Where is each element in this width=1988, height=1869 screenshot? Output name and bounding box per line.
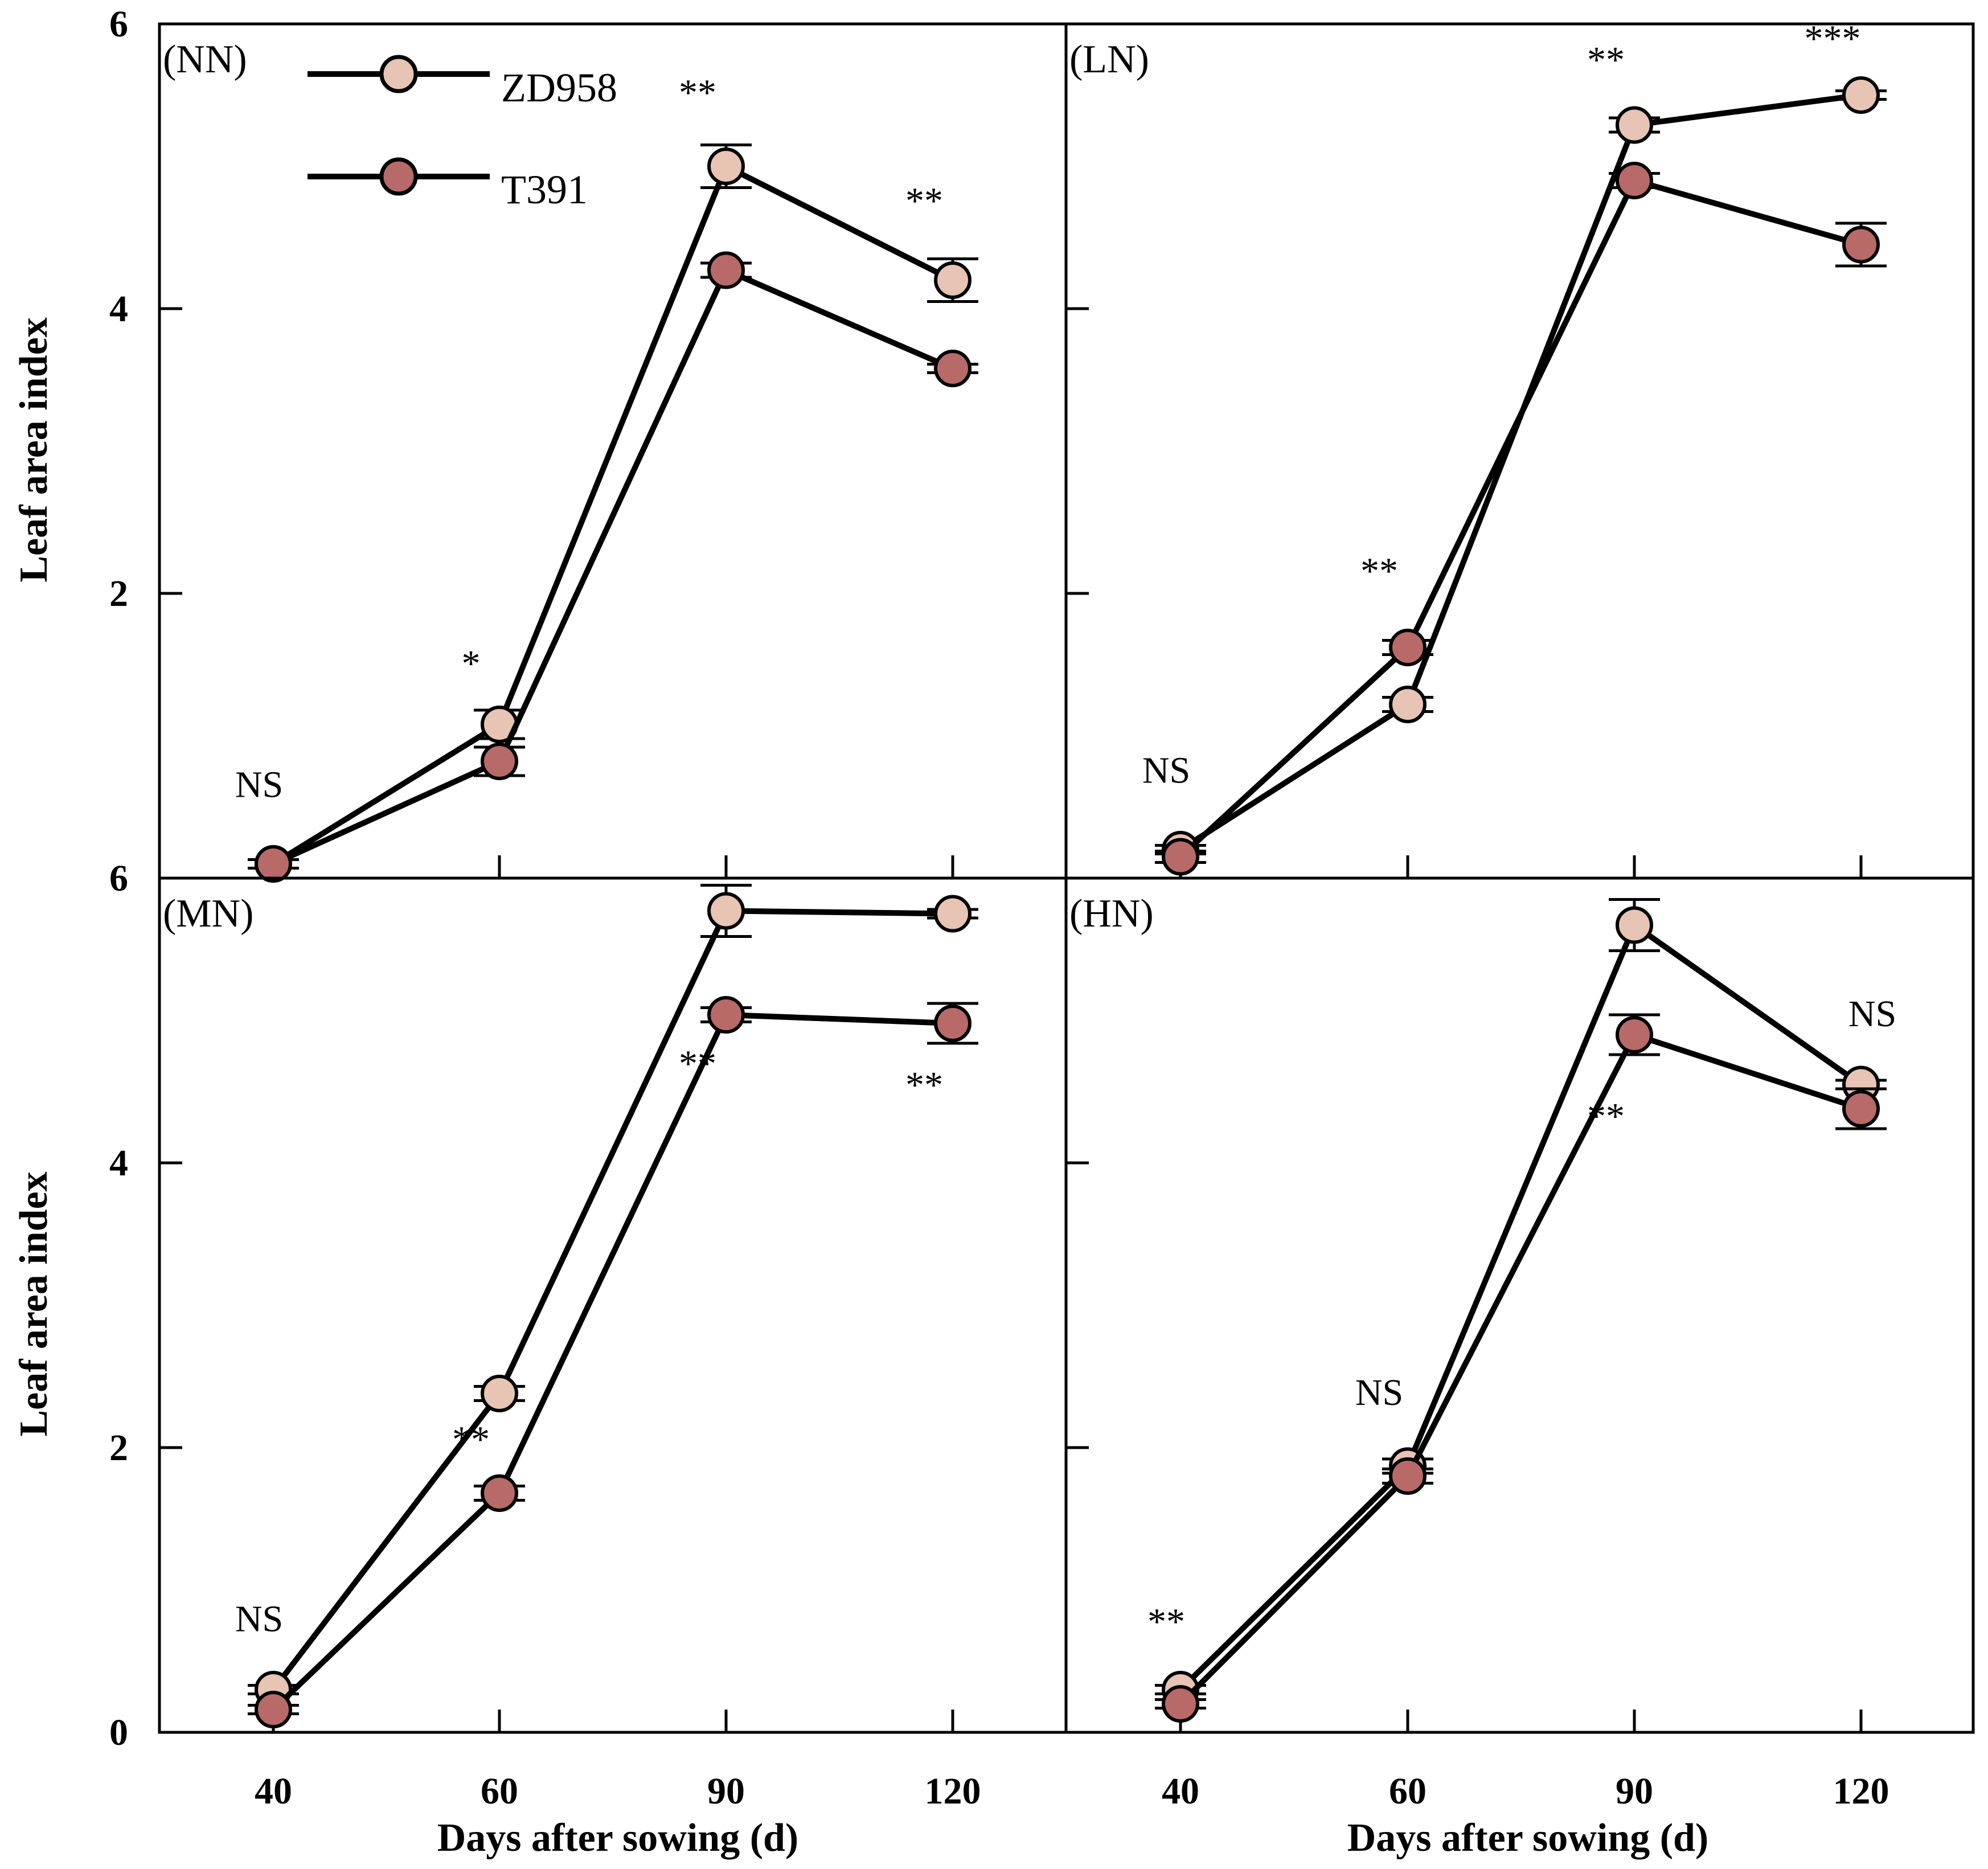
series-line: [1178, 922, 1863, 1692]
x-tick-label: 60: [481, 1770, 518, 1812]
data-point: [255, 1691, 292, 1728]
x-tick-label: 40: [1162, 1770, 1199, 1812]
data-point: [1389, 629, 1427, 666]
significance-label: ***: [1805, 18, 1861, 60]
y-axis-title-top-text: Leaf area index: [12, 317, 56, 582]
legend-label-t391: T391: [501, 167, 588, 212]
data-point: [481, 743, 518, 780]
legend: ZD958 T391: [308, 55, 617, 212]
x-tick-label: 40: [255, 1770, 292, 1812]
series-line: [1178, 1032, 1862, 1706]
series-line: [1178, 178, 1862, 859]
data-point: [934, 1005, 972, 1042]
significance-label: **: [1587, 1096, 1625, 1137]
y-axis-title-top: Leaf area index: [12, 317, 56, 582]
data-point: [255, 845, 292, 883]
series-zd958: [1155, 898, 1887, 1708]
legend-label-zd958: ZD958: [501, 65, 617, 110]
data-point: [934, 895, 972, 933]
panel-label: (MN): [163, 892, 253, 936]
significance-label: **: [1360, 551, 1398, 592]
significance-label: *: [462, 643, 481, 685]
series-t391: [248, 996, 978, 1728]
y-tick-label: 4: [109, 1142, 128, 1184]
x-axis-title-left: Days after sowing (d): [437, 1816, 799, 1860]
data-point: [1162, 838, 1199, 876]
series-zd958: [1155, 76, 1887, 868]
significance-label: NS: [235, 1599, 283, 1640]
y-tick-label: 6: [109, 3, 128, 45]
x-tick-label: 120: [1833, 1770, 1889, 1812]
significance-label: NS: [1848, 993, 1896, 1035]
y-tick-label: 2: [109, 573, 128, 614]
series-line: [1179, 92, 1862, 852]
data-point: [707, 251, 745, 289]
x-tick-label: 90: [707, 1770, 745, 1812]
significance-label: **: [1147, 1601, 1185, 1643]
y-tick-label: 6: [109, 858, 128, 899]
panel-label: (HN): [1069, 892, 1154, 936]
y-tick-label: 4: [109, 288, 128, 330]
panel-label: (LN): [1069, 38, 1149, 81]
legend-marker-t391: [379, 157, 418, 196]
data-point: [1616, 106, 1653, 144]
data-point: [1162, 1685, 1199, 1723]
data-point: [707, 996, 745, 1034]
data-point: [934, 350, 972, 387]
data-point: [481, 1474, 518, 1512]
data-point: [934, 261, 972, 299]
data-point: [1842, 1090, 1880, 1128]
data-point: [1389, 1457, 1427, 1495]
y-tick-label: 2: [109, 1427, 128, 1469]
y-axis-title-bottom-text: Leaf area index: [12, 1171, 56, 1436]
series-line: [272, 267, 954, 867]
series-line: [272, 163, 954, 867]
significance-label: **: [679, 72, 716, 114]
y-axis-title-bottom: Leaf area index: [12, 1171, 56, 1436]
significance-label: NS: [1142, 750, 1190, 792]
data-point: [1842, 226, 1880, 264]
series-t391: [1155, 1013, 1887, 1723]
significance-label: **: [905, 1064, 943, 1106]
data-point: [1616, 906, 1653, 944]
x-tick-label: 90: [1616, 1770, 1653, 1812]
significance-label: **: [452, 1419, 490, 1461]
panel-hn: 40 60 90 120 (HN) ** NS ** NS: [1064, 876, 1975, 1812]
series-t391: [1155, 162, 1887, 876]
data-point: [1389, 686, 1427, 723]
panel-ln: (LN)NS*******: [1064, 18, 1975, 880]
data-point: [481, 1375, 518, 1412]
y-tick-label: 0: [109, 1712, 128, 1753]
significance-label: **: [679, 1043, 716, 1085]
x-axis-title-right: Days after sowing (d): [1347, 1816, 1709, 1860]
series-zd958: [248, 884, 978, 1708]
series-line: [271, 1012, 953, 1712]
panel-mn: 0 2 4 6 40 60 90 120 (MN) NS ** ** **: [109, 858, 1068, 1812]
significance-label: **: [1587, 39, 1625, 81]
significance-label: NS: [1355, 1372, 1403, 1413]
legend-marker-zd958: [379, 55, 418, 93]
panel-nn: 246(NN)NS*****: [109, 3, 1068, 883]
significance-label: NS: [235, 764, 283, 806]
panel-frame: [1064, 876, 1975, 1734]
data-point: [707, 147, 745, 185]
series-t391: [248, 251, 978, 883]
significance-label: **: [905, 181, 943, 222]
panel-frame: [1064, 22, 1975, 880]
data-point: [1616, 1016, 1653, 1054]
x-tick-label: 60: [1389, 1770, 1427, 1812]
x-tick-label: 120: [925, 1770, 981, 1812]
data-point: [707, 892, 745, 930]
data-point: [1616, 162, 1653, 199]
data-point: [1842, 76, 1880, 114]
panel-label: (NN): [163, 38, 247, 81]
series-line: [271, 908, 953, 1692]
panel-frame: [158, 876, 1068, 1734]
